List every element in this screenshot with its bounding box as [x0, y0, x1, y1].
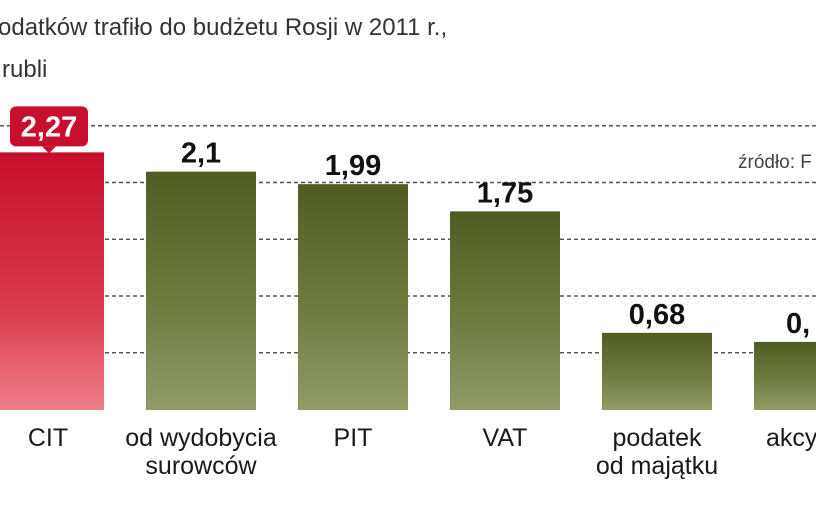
- bar-2: [298, 184, 408, 410]
- value-label: 2,27: [21, 111, 77, 143]
- bar-4: [602, 332, 712, 410]
- highlight-badge: [10, 106, 88, 147]
- value-label: 0,68: [629, 299, 685, 331]
- bar-3: [450, 211, 560, 410]
- bar-1: [146, 171, 256, 410]
- bar-5: [754, 341, 816, 410]
- value-label: 1,75: [477, 177, 533, 209]
- value-label: 2,1: [181, 138, 221, 170]
- source-note: źródło: F: [736, 152, 814, 174]
- bar-0: [0, 152, 104, 411]
- category-label: CIT: [27, 424, 69, 452]
- category-label: podatek od majątku: [595, 424, 719, 480]
- highlight-badge-pointer: [42, 146, 56, 154]
- value-label: 0,: [786, 308, 810, 340]
- chart-title-line2: rubli: [2, 56, 48, 83]
- chart-title-line1: odatków trafiło do budżetu Rosji w 2011 …: [0, 14, 448, 41]
- category-label: PIT: [333, 424, 373, 452]
- value-label: 1,99: [325, 150, 381, 182]
- category-label: od wydobycia surowców: [125, 424, 277, 480]
- category-label: akcy: [766, 424, 816, 452]
- category-label: VAT: [482, 424, 528, 452]
